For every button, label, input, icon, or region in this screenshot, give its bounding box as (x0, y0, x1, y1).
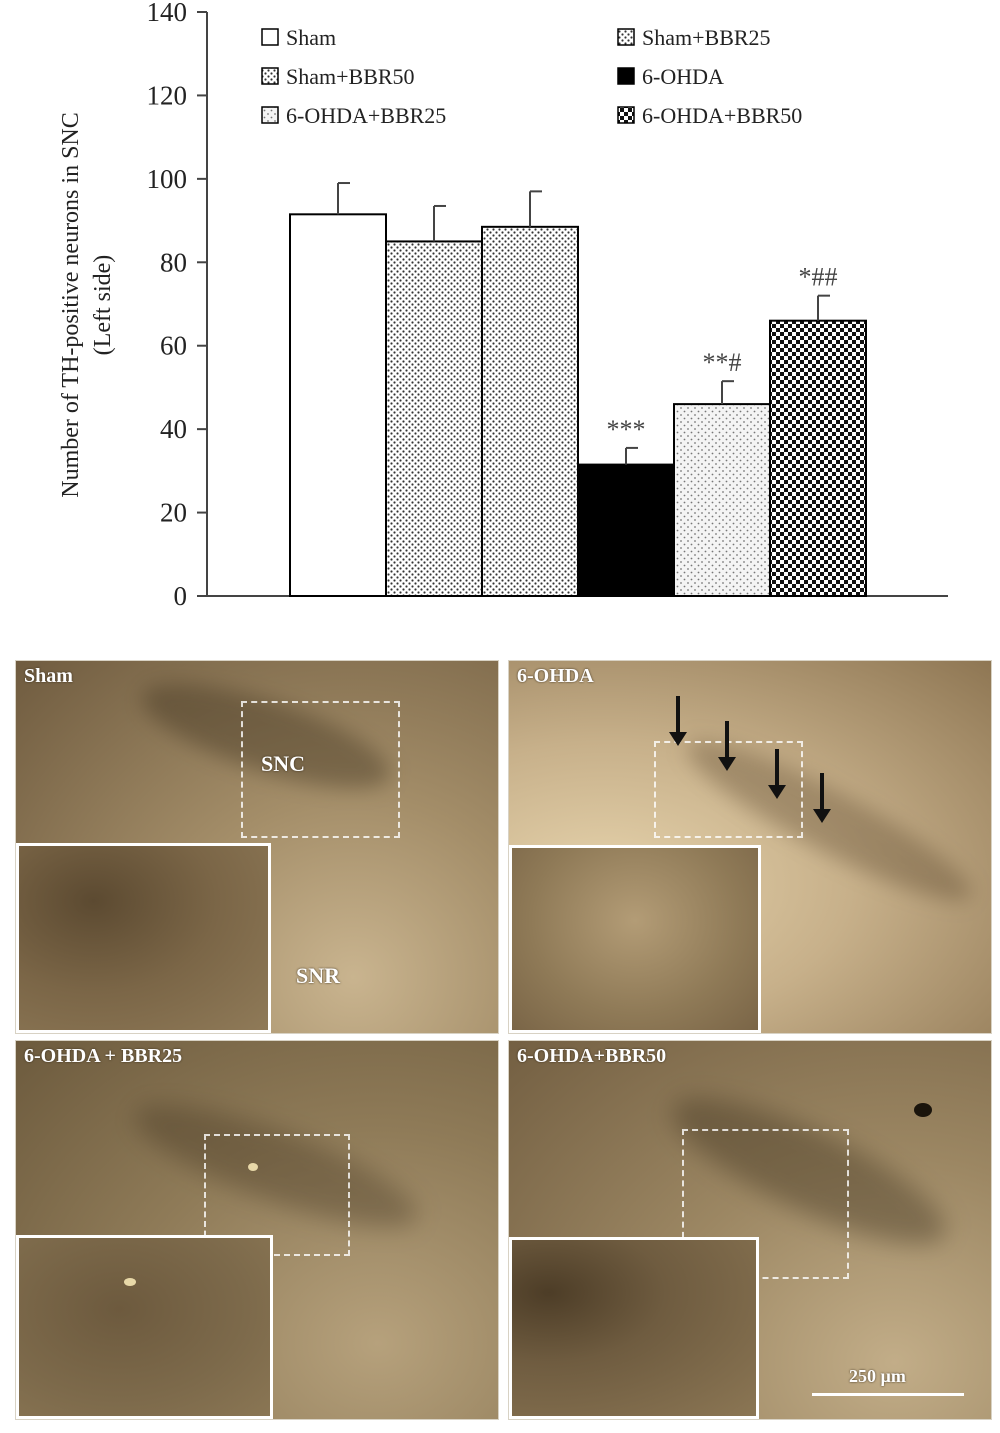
y-tick-label: 100 (147, 164, 188, 194)
panel-label-6-ohda: 6-OHDA (517, 665, 594, 687)
micrograph-6-ohda-bbr50: 250 µm 6-OHDA+BBR50 (508, 1040, 992, 1420)
y-tick-label: 80 (160, 247, 187, 277)
y-tick-label: 40 (160, 414, 187, 444)
legend-swatch (261, 67, 279, 85)
scale-bar (812, 1393, 964, 1396)
bar-sham (289, 213, 387, 597)
legend-label: 6-OHDA+BBR50 (642, 103, 802, 128)
legend-swatch (617, 28, 635, 46)
bar-sham-bbr25 (385, 240, 483, 598)
bar-6-ohda (577, 463, 675, 597)
panel-label-6-ohda-bbr50: 6-OHDA+BBR50 (517, 1045, 667, 1067)
micrograph-6-ohda-bbr25: 6-OHDA + BBR25 (15, 1040, 499, 1420)
micrograph-sham: SNC SNR Sham (15, 660, 499, 1034)
arrow-marker (768, 749, 786, 799)
y-axis-title: Number of TH-positive neurons in SNC (Lef… (58, 112, 116, 498)
legend-label: Sham+BBR50 (286, 64, 415, 89)
inset-6-ohda-bbr50 (509, 1237, 759, 1419)
legend-label: Sham+BBR25 (642, 25, 771, 50)
y-tick-label: 140 (147, 0, 188, 27)
panel-label-sham: Sham (24, 665, 73, 687)
inset-6-ohda-bbr25 (16, 1235, 273, 1419)
arrow-marker (813, 773, 831, 823)
bar-chart: 0 20 40 60 80 100 120 140 Number of TH-positive … (58, 0, 948, 611)
panel-label-6-ohda-bbr25: 6-OHDA + BBR25 (24, 1045, 183, 1067)
inset-6-ohda (509, 845, 761, 1033)
legend-label: 6-OHDA+BBR25 (286, 103, 446, 128)
y-tick-label: 120 (147, 80, 188, 110)
bar-6-ohda-bbr25 (673, 403, 771, 597)
y-tick-label: 60 (160, 331, 187, 361)
legend-swatch (617, 106, 635, 124)
legend-swatch (617, 67, 635, 85)
inset-sham (16, 843, 271, 1033)
y-tick-label: 20 (160, 498, 187, 528)
legend-swatch (261, 106, 279, 124)
significance-label: *** (607, 415, 646, 444)
bar-sham-bbr50 (481, 225, 579, 597)
arrow-marker (718, 721, 736, 771)
scale-bar-label: 250 µm (849, 1366, 906, 1386)
significance-label: *## (799, 263, 838, 292)
arrow-marker (669, 696, 687, 746)
bar-6-ohda-bbr50 (769, 319, 867, 597)
snc-label: SNC (261, 751, 306, 776)
legend-label: 6-OHDA (642, 64, 724, 89)
y-tick-label: 0 (174, 581, 188, 611)
legend-label: Sham (286, 25, 336, 50)
snr-label: SNR (296, 963, 341, 988)
significance-label: **# (703, 348, 742, 377)
legend-swatch (261, 28, 279, 46)
micrograph-6-ohda: 6-OHDA (508, 660, 992, 1034)
